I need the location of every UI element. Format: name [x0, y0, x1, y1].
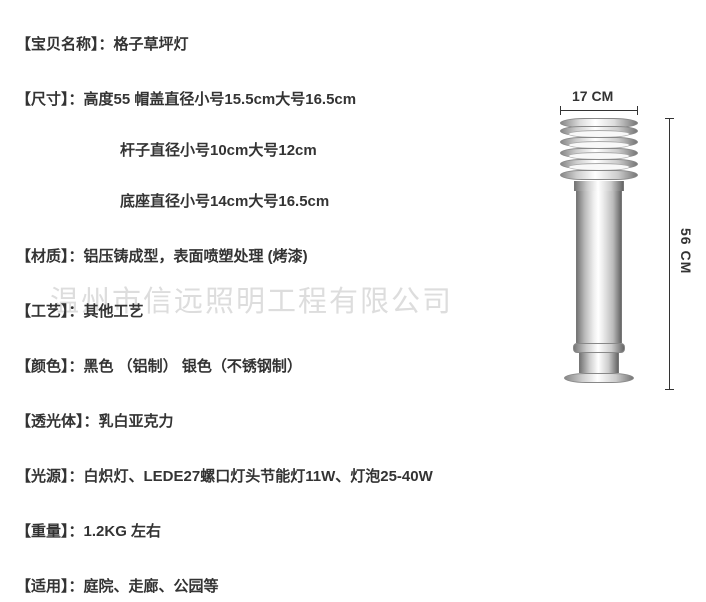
spec-weight-value: 1.2KG 左右 [84, 523, 162, 540]
spec-size-label: 【尺寸】： [16, 91, 84, 108]
spec-color: 【颜色】：黑色 （铝制） 银色（不锈钢制） [16, 356, 690, 377]
spec-craft-label: 【工艺】： [16, 303, 84, 320]
spec-usage: 【适用】：庭院、走廊、公园等 [16, 576, 690, 597]
spec-weight-label: 【重量】： [16, 523, 84, 540]
spec-material: 【材质】：铝压铸成型，表面喷塑处理 (烤漆) [16, 246, 690, 267]
spec-material-value: 铝压铸成型，表面喷塑处理 (烤漆) [84, 248, 308, 265]
spec-usage-label: 【适用】： [16, 578, 84, 595]
spec-name-value: 格子草坪灯 [114, 36, 189, 53]
spec-size-1: 【尺寸】：高度55 帽盖直径小号15.5cm大号16.5cm [16, 89, 690, 110]
spec-craft: 【工艺】：其他工艺 [16, 301, 690, 322]
spec-diffuser-label: 【透光体】： [16, 413, 99, 430]
spec-color-label: 【颜色】： [16, 358, 84, 375]
spec-material-label: 【材质】： [16, 248, 84, 265]
spec-name: 【宝贝名称】：格子草坪灯 [16, 34, 690, 55]
spec-weight: 【重量】：1.2KG 左右 [16, 521, 690, 542]
spec-size-2: 杆子直径小号10cm大号12cm [16, 140, 690, 161]
spec-size-3: 底座直径小号14cm大号16.5cm [16, 191, 690, 212]
spec-light: 【光源】：白炽灯、LEDE27螺口灯头节能灯11W、灯泡25-40W [16, 466, 690, 487]
spec-light-label: 【光源】： [16, 468, 84, 485]
spec-craft-value: 其他工艺 [84, 303, 144, 320]
spec-name-label: 【宝贝名称】： [16, 36, 114, 53]
spec-color-value: 黑色 （铝制） 银色（不锈钢制） [84, 358, 302, 375]
spec-usage-value: 庭院、走廊、公园等 [84, 578, 219, 595]
spec-diffuser: 【透光体】：乳白亚克力 [16, 411, 690, 432]
spec-size-line1: 高度55 帽盖直径小号15.5cm大号16.5cm [84, 91, 357, 108]
spec-light-value: 白炽灯、LEDE27螺口灯头节能灯11W、灯泡25-40W [84, 468, 433, 485]
spec-diffuser-value: 乳白亚克力 [99, 413, 174, 430]
